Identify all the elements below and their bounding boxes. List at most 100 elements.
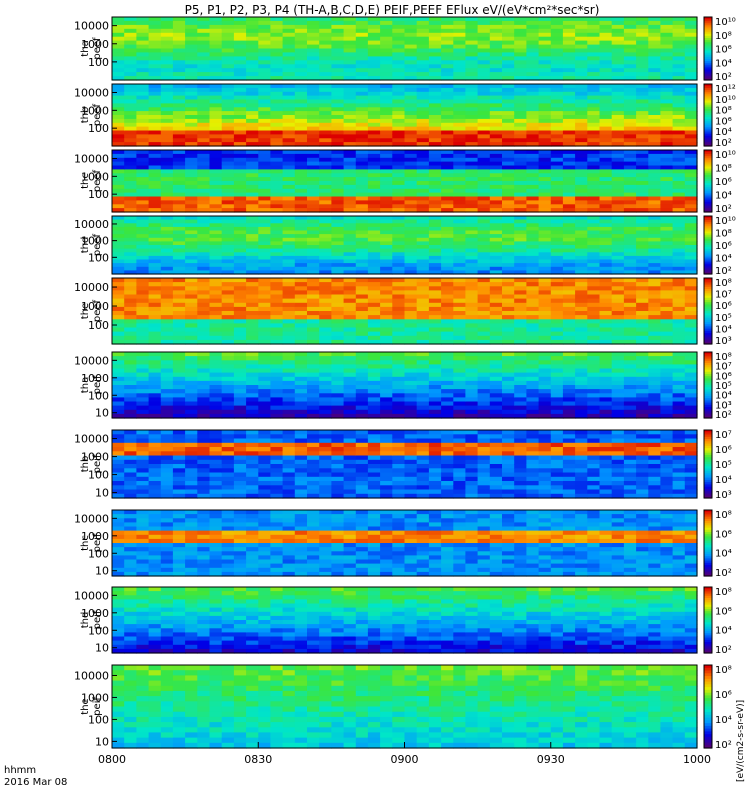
spectrogram-cell bbox=[172, 150, 186, 155]
spectrogram-cell bbox=[562, 165, 576, 170]
spectrogram-cell bbox=[404, 352, 418, 357]
spectrogram-cell bbox=[233, 331, 247, 337]
spectrogram-cell bbox=[514, 376, 527, 382]
spectrogram-cell bbox=[489, 255, 503, 261]
spectrogram-cell bbox=[282, 219, 296, 224]
spectrogram-cell bbox=[441, 84, 454, 89]
spectrogram-cell bbox=[331, 126, 345, 132]
spectrogram-cell bbox=[355, 234, 369, 239]
spectrogram-cell bbox=[636, 290, 649, 296]
spectrogram-cell bbox=[672, 248, 686, 253]
spectrogram-cell bbox=[136, 169, 150, 174]
spectrogram-cell bbox=[331, 319, 345, 324]
spectrogram-cell bbox=[172, 393, 186, 398]
spectrogram-cell bbox=[221, 169, 235, 174]
colorbar-segment bbox=[704, 52, 712, 56]
colorbar-tick-label: 10⁸ bbox=[715, 229, 732, 240]
spectrogram-cell bbox=[502, 397, 515, 403]
spectrogram-cell bbox=[112, 278, 125, 283]
spectrogram-cell bbox=[148, 122, 162, 128]
colorbar-segment bbox=[704, 398, 712, 401]
spectrogram-cell bbox=[623, 17, 637, 22]
spectrogram-cell bbox=[172, 493, 186, 499]
spectrogram-cell bbox=[441, 286, 454, 291]
spectrogram-cell bbox=[355, 376, 369, 382]
spectrogram-cell bbox=[538, 405, 552, 411]
spectrogram-cell bbox=[550, 165, 564, 170]
spectrogram-cell bbox=[282, 134, 296, 139]
spectrogram-cell bbox=[648, 380, 662, 386]
spectrogram-cell bbox=[623, 339, 637, 345]
spectrogram-cell bbox=[148, 103, 162, 108]
spectrogram-cell bbox=[392, 397, 406, 403]
spectrogram-cell bbox=[575, 393, 588, 398]
spectrogram-cell bbox=[684, 177, 698, 182]
spectrogram-cell bbox=[172, 237, 186, 242]
spectrogram-cell bbox=[355, 60, 369, 65]
spectrogram-cell bbox=[197, 237, 211, 242]
spectrogram-cell bbox=[489, 230, 503, 235]
spectrogram-cell bbox=[416, 20, 430, 26]
spectrogram-cell bbox=[465, 115, 479, 120]
spectrogram-cell bbox=[355, 72, 369, 77]
spectrogram-cell bbox=[172, 327, 186, 333]
spectrogram-cell bbox=[124, 138, 137, 143]
spectrogram-cell bbox=[221, 339, 235, 345]
spectrogram-cell bbox=[441, 40, 454, 46]
spectrogram-cell bbox=[221, 200, 235, 205]
spectrogram-cell bbox=[441, 68, 454, 73]
spectrogram-cell bbox=[465, 376, 479, 382]
spectrogram-cell bbox=[392, 192, 406, 198]
spectrogram-cell bbox=[270, 184, 284, 190]
spectrogram-cell bbox=[392, 393, 406, 398]
spectrogram-cell bbox=[148, 138, 162, 143]
spectrogram-cell bbox=[684, 234, 698, 239]
spectrogram-cell bbox=[453, 181, 467, 186]
spectrogram-cell bbox=[367, 226, 381, 232]
spectrogram-cell bbox=[124, 266, 137, 271]
spectrogram-cell bbox=[197, 323, 211, 329]
spectrogram-cell bbox=[538, 32, 552, 38]
colorbar-segment bbox=[704, 216, 712, 219]
spectrogram-cell bbox=[489, 286, 503, 291]
spectrogram-cell bbox=[526, 368, 540, 374]
spectrogram-cell bbox=[599, 266, 613, 271]
spectrogram-cell bbox=[465, 266, 479, 271]
spectrogram-cell bbox=[636, 204, 649, 209]
spectrogram-cell bbox=[648, 107, 662, 112]
spectrogram-cell bbox=[575, 339, 588, 345]
spectrogram-cell bbox=[367, 20, 381, 26]
spectrogram-cell bbox=[611, 103, 625, 108]
spectrogram-cell bbox=[331, 298, 345, 304]
spectrogram-cell bbox=[380, 122, 393, 128]
spectrogram-cell bbox=[526, 315, 540, 320]
spectrogram-cell bbox=[672, 405, 686, 411]
spectrogram-cell bbox=[514, 219, 527, 224]
spectrogram-cell bbox=[282, 311, 296, 316]
spectrogram-cell bbox=[562, 200, 576, 205]
spectrogram-cell bbox=[562, 259, 576, 264]
spectrogram-cell bbox=[185, 52, 198, 57]
spectrogram-cell bbox=[575, 263, 588, 268]
spectrogram-cell bbox=[587, 323, 601, 329]
colorbar-tick-label: 10¹⁰ bbox=[715, 17, 736, 28]
spectrogram-cell bbox=[489, 134, 503, 139]
spectrogram-cell bbox=[599, 263, 613, 268]
spectrogram-cell bbox=[270, 126, 284, 132]
y-tick-label: 100 bbox=[88, 389, 109, 402]
spectrogram-cell bbox=[258, 130, 272, 135]
spectrogram-cell bbox=[343, 157, 357, 163]
spectrogram-cell bbox=[477, 192, 491, 198]
spectrogram-cell bbox=[575, 319, 588, 324]
spectrogram-cell bbox=[112, 230, 125, 235]
spectrogram-cell bbox=[258, 204, 272, 209]
spectrogram-cell bbox=[428, 380, 442, 386]
spectrogram-cell bbox=[221, 150, 235, 155]
spectrogram-cell bbox=[648, 376, 662, 382]
spectrogram-cell bbox=[526, 294, 540, 300]
spectrogram-cell bbox=[489, 319, 503, 324]
spectrogram-cell bbox=[623, 153, 637, 159]
spectrogram-cell bbox=[453, 413, 467, 419]
spectrogram-cell bbox=[112, 315, 125, 320]
spectrogram-cell bbox=[575, 115, 588, 120]
